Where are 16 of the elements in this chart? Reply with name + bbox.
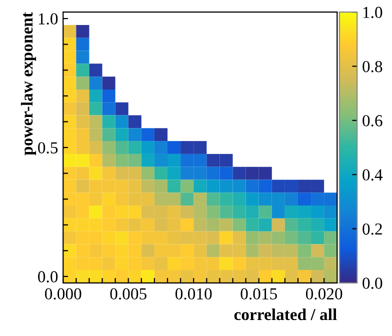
x-tick-label: 0.015 <box>240 288 277 300</box>
x-tick-label: 0.005 <box>110 288 146 300</box>
y-tick-label: 1.0 <box>38 13 58 25</box>
y-tick-label: 0.0 <box>38 271 58 282</box>
color-bar-label: 0.6 <box>362 115 382 126</box>
color-bar-label: 0.4 <box>362 169 383 181</box>
color-bar-label: 0.8 <box>362 60 382 72</box>
y-axis-title: power-law exponent <box>20 12 36 156</box>
x-tick-label: 0.000 <box>44 288 82 300</box>
x-tick-label: 0.010 <box>175 288 212 300</box>
x-axis-title: correlated / all <box>234 308 337 320</box>
x-tick-label: 0.020 <box>306 288 342 300</box>
color-bar-label: 0.2 <box>362 223 382 235</box>
color-bar-label: 1.0 <box>363 6 382 18</box>
color-bar-label: 0.0 <box>362 278 382 289</box>
y-tick-label: 0.5 <box>38 142 58 154</box>
